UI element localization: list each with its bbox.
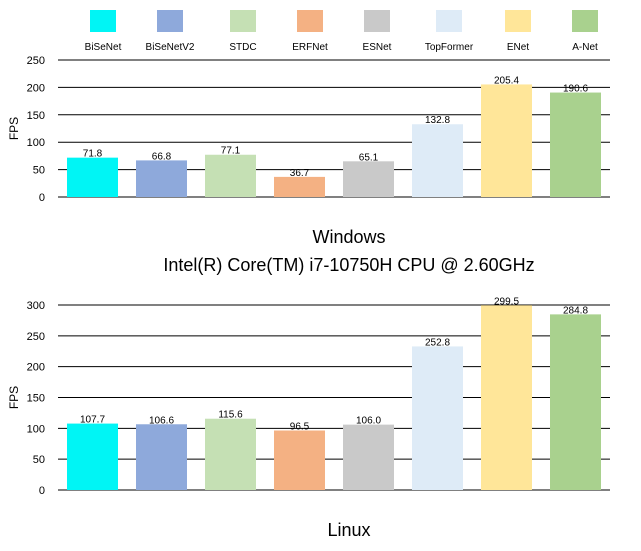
linux-fps-chart: 0 50 100 150 200 250 300 FPS 107.7 106.6 115.6 96.5… bbox=[7, 296, 610, 551]
linux-bar-bisenet bbox=[67, 423, 118, 490]
windows-y-tick-100: 100 bbox=[27, 137, 45, 149]
linux-bar-bisenetv2 bbox=[136, 424, 187, 490]
linux-value-label-stdc: 115.6 bbox=[218, 410, 243, 421]
linux-y-tick-100: 100 bbox=[27, 423, 45, 435]
legend-swatch-erfnet bbox=[297, 10, 323, 32]
linux-y-tick-200: 200 bbox=[27, 362, 45, 374]
linux-bar-topformer bbox=[412, 346, 463, 490]
linux-value-label-enet: 299.5 bbox=[494, 296, 519, 307]
linux-bar-stdc bbox=[205, 418, 256, 490]
linux-y-tick-50: 50 bbox=[33, 454, 45, 466]
windows-value-label-bisenet: 71.8 bbox=[83, 149, 103, 160]
linux-bar-enet bbox=[481, 305, 532, 490]
linux-value-label-erfnet: 96.5 bbox=[290, 421, 310, 432]
windows-x-axis-title: Windows bbox=[312, 227, 385, 247]
windows-y-tick-150: 150 bbox=[27, 110, 45, 122]
windows-bar-bisenetv2 bbox=[136, 160, 187, 197]
legend-label-stdc: STDC bbox=[229, 42, 256, 53]
linux-y-tick-250: 250 bbox=[27, 331, 45, 343]
windows-value-label-esnet: 65.1 bbox=[359, 152, 379, 163]
windows-bar-topformer bbox=[412, 124, 463, 197]
windows-value-label-stdc: 77.1 bbox=[221, 146, 241, 157]
linux-y-tick-0: 0 bbox=[39, 485, 45, 497]
legend-label-a-net: A-Net bbox=[572, 42, 598, 53]
legend-label-topformer: TopFormer bbox=[425, 42, 474, 53]
windows-bar-stdc bbox=[205, 154, 256, 197]
windows-bar-enet bbox=[481, 84, 532, 197]
windows-value-label-a-net: 190.6 bbox=[563, 84, 588, 95]
windows-value-label-erfnet: 36.7 bbox=[290, 168, 310, 179]
legend-swatch-enet bbox=[505, 10, 531, 32]
legend-swatch-bisenet bbox=[90, 10, 116, 32]
linux-x-axis-title: Linux bbox=[327, 520, 370, 540]
windows-bar-esnet bbox=[343, 161, 394, 197]
linux-value-label-a-net: 284.8 bbox=[563, 305, 588, 316]
linux-bar-erfnet bbox=[274, 430, 325, 490]
legend-label-bisenet: BiSeNet bbox=[85, 42, 122, 53]
legend-swatch-esnet bbox=[364, 10, 390, 32]
linux-value-label-bisenet: 107.7 bbox=[80, 415, 105, 426]
legend: BiSeNet BiSeNetV2 STDC ERFNet ESNet TopFormer… bbox=[85, 10, 598, 53]
linux-y-tick-150: 150 bbox=[27, 393, 45, 405]
linux-bar-a-net bbox=[550, 314, 601, 490]
windows-y-tick-200: 200 bbox=[27, 82, 45, 94]
windows-bar-a-net bbox=[550, 92, 601, 197]
windows-value-label-bisenetv2: 66.8 bbox=[152, 151, 172, 162]
windows-fps-chart: 0 50 100 150 200 250 FPS 71.8 66.8 77.1 36.7 65.1 13… bbox=[7, 55, 610, 275]
windows-bar-erfnet bbox=[274, 176, 325, 197]
linux-y-tick-300: 300 bbox=[27, 300, 45, 312]
legend-swatch-topformer bbox=[436, 10, 462, 32]
legend-swatch-stdc bbox=[230, 10, 256, 32]
windows-y-tick-0: 0 bbox=[39, 192, 45, 204]
windows-y-tick-250: 250 bbox=[27, 55, 45, 67]
legend-label-bisenetv2: BiSeNetV2 bbox=[146, 42, 195, 53]
linux-bar-esnet bbox=[343, 424, 394, 490]
legend-label-enet: ENet bbox=[507, 42, 529, 53]
windows-value-label-topformer: 132.8 bbox=[425, 115, 450, 126]
linux-value-label-bisenetv2: 106.6 bbox=[149, 415, 174, 426]
legend-label-esnet: ESNet bbox=[363, 42, 392, 53]
windows-y-tick-50: 50 bbox=[33, 165, 45, 177]
legend-swatch-bisenetv2 bbox=[157, 10, 183, 32]
windows-value-label-enet: 205.4 bbox=[494, 75, 519, 86]
linux-y-axis-label: FPS bbox=[7, 386, 21, 409]
windows-bar-bisenet bbox=[67, 157, 118, 197]
windows-cpu-subtitle: Intel(R) Core(TM) i7-10750H CPU @ 2.60GH… bbox=[163, 255, 534, 275]
legend-swatch-a-net bbox=[572, 10, 598, 32]
linux-value-label-topformer: 252.8 bbox=[425, 337, 450, 348]
legend-label-erfnet: ERFNet bbox=[292, 42, 328, 53]
linux-value-label-esnet: 106.0 bbox=[356, 416, 381, 427]
windows-y-axis-label: FPS bbox=[7, 117, 21, 140]
